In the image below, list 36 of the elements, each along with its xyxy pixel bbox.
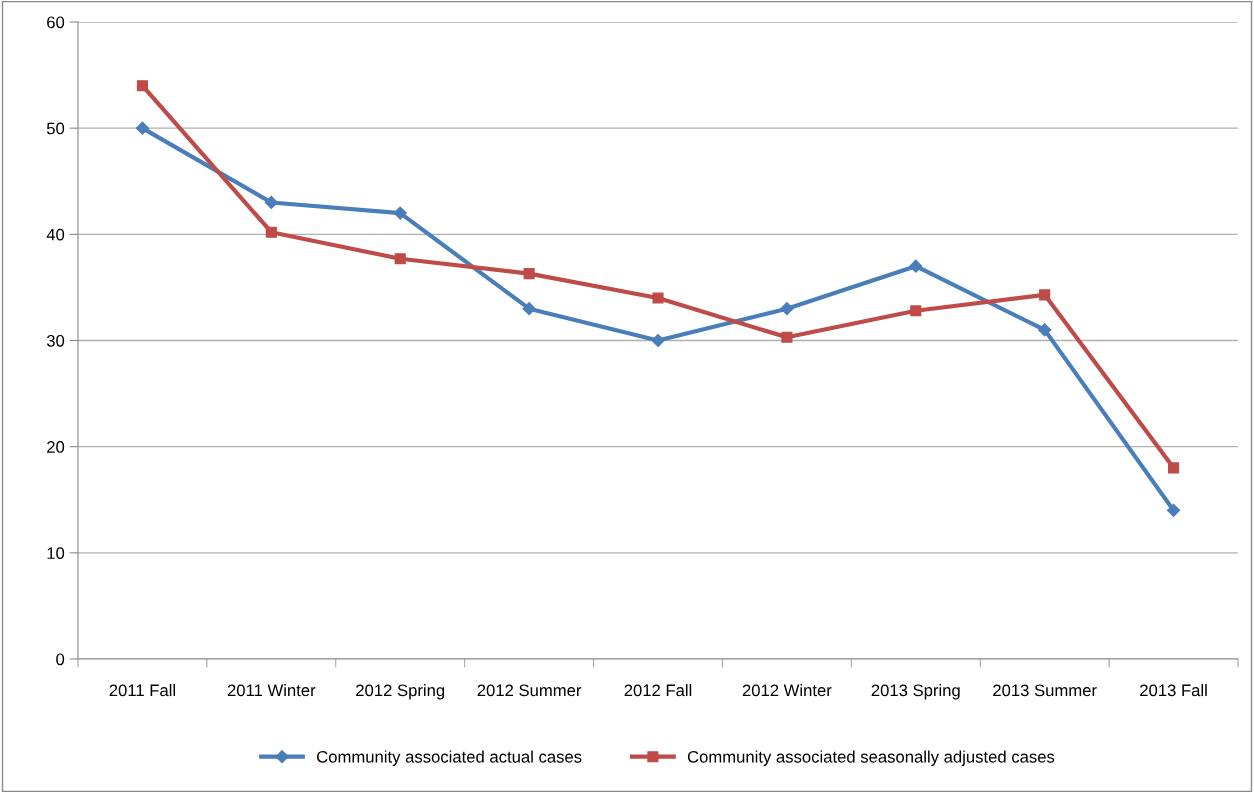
point [1167,462,1180,474]
point [523,268,535,280]
point [393,206,407,220]
y-tick-label: 0 [56,653,65,666]
point [651,333,665,348]
point [265,226,277,238]
x-tick-label: 2013 Summer [993,684,1097,697]
point [652,292,664,304]
x-tick-label: 2013 Fall [1140,684,1207,697]
y-tick-label: 30 [46,334,65,347]
y-tick-label: 50 [46,122,65,135]
x-tick-label: 2012 Spring [356,684,445,700]
x-tick-label: 2011 Fall [109,684,175,697]
point [1038,323,1052,337]
point [780,302,794,316]
x-tick-label: 2011 Winter [227,684,316,697]
point [135,121,150,135]
y-tick-label: 60 [47,16,65,29]
y-tick-label: 40 [46,228,65,241]
x-tick-label: 2012 Summer [477,684,582,697]
x-tick-label: 2013 Spring [871,684,960,700]
x-tick-label: 2012 Winter [742,684,832,697]
point [264,195,278,210]
point [910,305,922,317]
point [522,302,536,316]
y-tick-label: 10 [47,547,65,560]
point [136,80,149,92]
legend-label: Community associated seasonally adjusted cases [687,750,1055,766]
point [1166,503,1181,517]
point [781,331,793,343]
legend-label: Community associated actual cases [317,750,582,766]
point [394,253,406,265]
y-tick-label: 20 [47,441,65,453]
x-tick-label: 2012 Fall [624,684,692,697]
point [1039,289,1051,301]
point [909,259,923,273]
